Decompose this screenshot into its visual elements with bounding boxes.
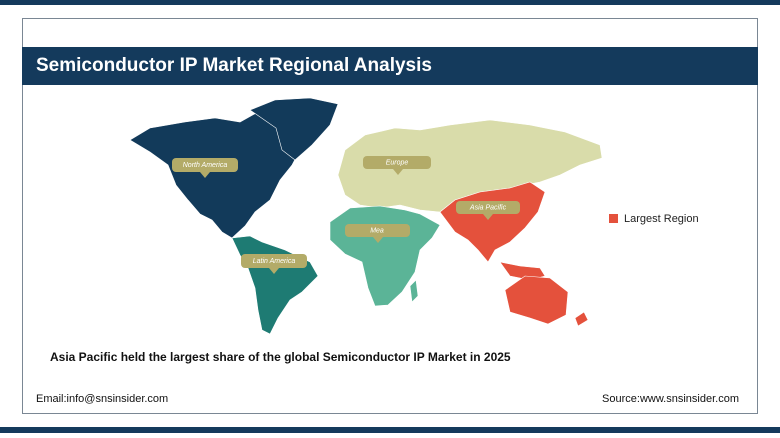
region-label: North America — [183, 162, 228, 169]
legend-label: Largest Region — [624, 213, 699, 225]
tag-pointer — [393, 169, 403, 175]
top-bar — [0, 0, 780, 5]
region-label: Latin America — [253, 258, 296, 265]
tag-pointer — [373, 237, 383, 243]
region-label: Mea — [370, 227, 384, 234]
caption: Asia Pacific held the largest share of t… — [50, 350, 511, 364]
region-label: Asia Pacific — [469, 204, 507, 211]
tag-box — [241, 254, 307, 268]
region-label: Europe — [386, 159, 409, 166]
footer-email: Email:info@snsinsider.com — [36, 393, 168, 405]
tag-pointer — [483, 214, 493, 220]
tag-box — [345, 224, 410, 237]
bottom-bar — [0, 427, 780, 433]
footer-source: Source:www.snsinsider.com — [602, 393, 739, 405]
tag-pointer — [200, 172, 210, 178]
tag-box — [172, 158, 238, 172]
title-bar — [22, 47, 758, 85]
tag-box — [456, 201, 520, 214]
region-tags: North America Europe Asia Pacific Mea La… — [172, 156, 520, 274]
tag-box — [363, 156, 431, 169]
legend-swatch — [609, 214, 618, 223]
title: Semiconductor IP Market Regional Analysi… — [36, 55, 432, 76]
tag-pointer — [269, 268, 279, 274]
